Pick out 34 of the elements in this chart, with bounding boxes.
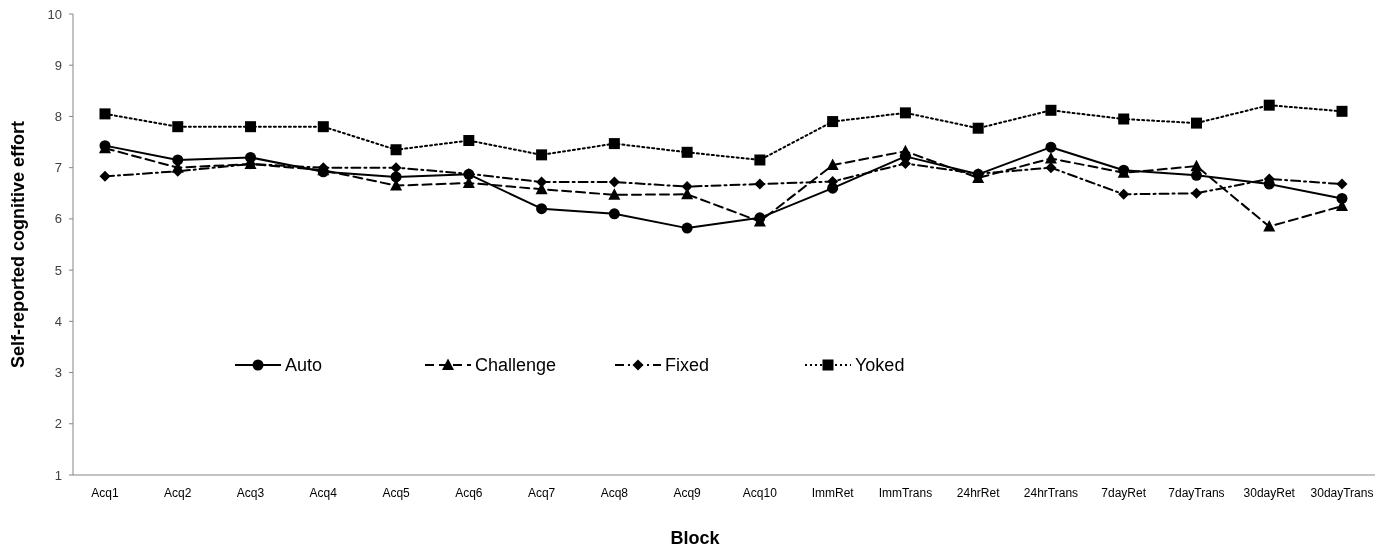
y-tick-label: 3 xyxy=(54,365,62,381)
x-tick-label: 7dayTrans xyxy=(1168,486,1225,500)
x-tick-label: Acq5 xyxy=(382,486,411,500)
legend-label: Challenge xyxy=(475,355,557,376)
y-tick-label: 9 xyxy=(54,57,62,73)
x-tick-label: 24hrTrans xyxy=(1023,486,1079,500)
x-tick-label: ImmTrans xyxy=(878,486,933,500)
x-tick-label: 24hrRet xyxy=(956,486,1001,500)
y-tick-label: 4 xyxy=(54,313,62,329)
x-tick-label: Acq2 xyxy=(164,486,192,500)
x-tick-label: Acq3 xyxy=(236,486,265,500)
y-tick-label: 5 xyxy=(54,262,62,278)
y-tick-label: 10 xyxy=(47,6,62,22)
legend-label: Fixed xyxy=(665,355,710,376)
x-tick-label: 30dayTrans xyxy=(1310,486,1374,500)
x-tick-label: Acq1 xyxy=(91,486,119,500)
x-tick-label: Acq10 xyxy=(742,486,778,500)
x-tick-label: 30dayRet xyxy=(1243,486,1296,500)
legend-label: Yoked xyxy=(855,355,905,376)
legend-label: Auto xyxy=(285,355,323,376)
y-tick-label: 8 xyxy=(54,108,62,124)
x-tick-label: Acq9 xyxy=(673,486,702,500)
y-axis-title: Self-reported cognitive effort xyxy=(8,120,28,369)
x-tick-label: ImmRet xyxy=(811,486,855,500)
x-tick-label: 7dayRet xyxy=(1101,486,1147,500)
x-tick-label: Acq7 xyxy=(527,486,556,500)
x-tick-label: Acq8 xyxy=(600,486,629,500)
y-tick-label: 7 xyxy=(54,160,62,176)
x-tick-label: Acq4 xyxy=(309,486,338,500)
x-tick-label: Acq6 xyxy=(455,486,483,500)
y-tick-label: 2 xyxy=(54,416,62,432)
y-tick-label: 1 xyxy=(54,467,62,483)
x-axis-title: Block xyxy=(670,528,721,548)
y-tick-label: 6 xyxy=(54,211,62,227)
